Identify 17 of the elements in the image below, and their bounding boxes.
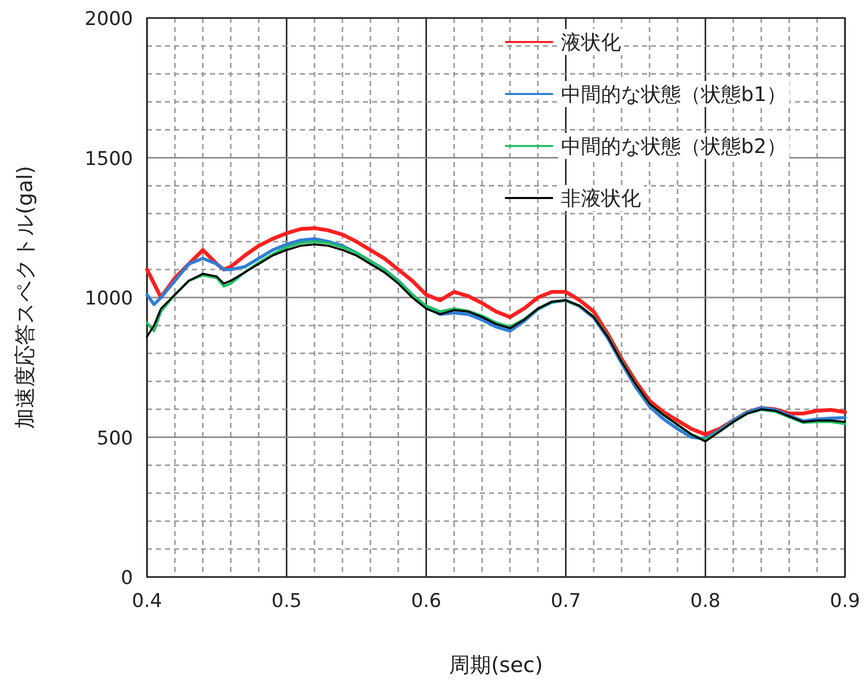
legend-label: 液状化 (561, 30, 621, 54)
x-tick-label: 0.7 (550, 590, 581, 612)
y-tick-label: 1000 (84, 288, 133, 310)
legend-label: 非液状化 (561, 186, 641, 210)
x-axis-title: 周期(sec) (449, 653, 543, 677)
x-tick-label: 0.9 (830, 590, 860, 612)
x-tick-label: 0.5 (271, 590, 302, 612)
y-tick-label: 500 (96, 427, 133, 450)
x-tick-label: 0.8 (690, 590, 721, 612)
x-tick-label: 0.4 (132, 590, 162, 612)
legend-label: 中間的な状態（状態b2） (561, 134, 786, 158)
y-tick-label: 0 (120, 567, 133, 589)
x-tick-label: 0.6 (411, 590, 442, 612)
y-tick-label: 2000 (84, 8, 133, 30)
y-axis-title: 加速度応答スペクトル(gal) (13, 166, 37, 430)
legend-label: 中間的な状態（状態b1） (561, 82, 786, 106)
y-tick-label: 1500 (84, 148, 133, 170)
